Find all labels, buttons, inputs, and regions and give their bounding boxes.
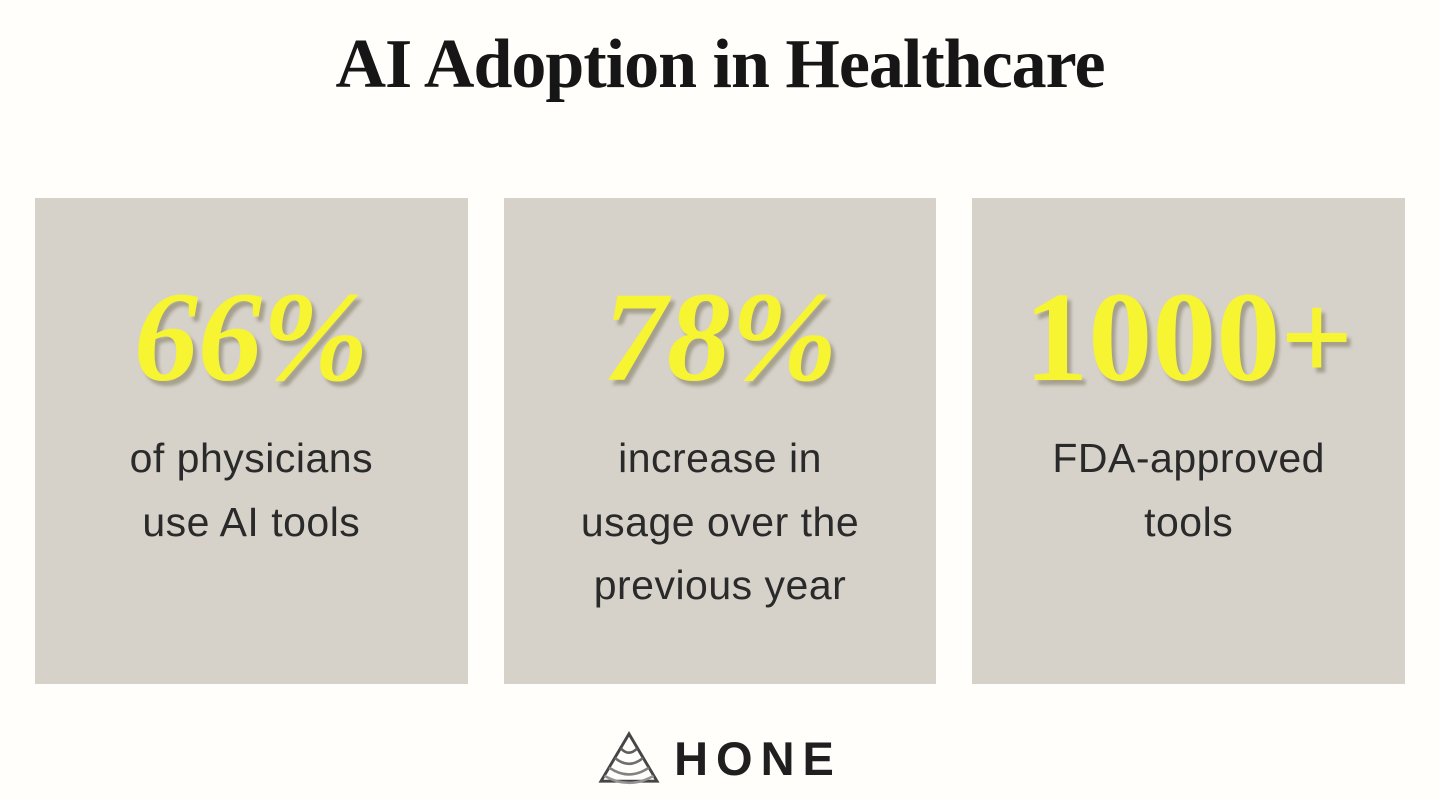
- brand-name: HONE: [674, 731, 842, 785]
- stat-label-line: use AI tools: [142, 498, 361, 545]
- page-title: AI Adoption in Healthcare: [335, 26, 1105, 103]
- infographic-page: AI Adoption in Healthcare 66% of physici…: [0, 26, 1440, 800]
- stat-card-physicians: 66% of physicians use AI tools: [35, 198, 468, 684]
- stat-value-66: 66%: [134, 266, 369, 408]
- stat-label-line: tools: [1144, 498, 1234, 545]
- stat-label-physicians: of physicians use AI tools: [130, 427, 374, 554]
- stat-card-fda-tools: 1000+ FDA-approved tools: [972, 198, 1406, 684]
- stat-value-78: 78%: [602, 266, 838, 408]
- stat-label-line: FDA-approved: [1052, 435, 1325, 481]
- stat-label-line: increase in: [618, 435, 822, 481]
- stat-label-line: of physicians: [129, 435, 374, 481]
- stat-cards-row: 66% of physicians use AI tools 78% incre…: [35, 198, 1406, 684]
- stat-label-line: previous year: [593, 562, 847, 609]
- stat-label-line: usage over the: [580, 498, 860, 545]
- layered-triangle-icon: [598, 731, 660, 785]
- stat-label-usage-increase: increase in usage over the previous year: [581, 427, 859, 618]
- stat-card-usage-increase: 78% increase in usage over the previous …: [503, 198, 937, 684]
- stat-label-fda-tools: FDA-approved tools: [1052, 427, 1325, 554]
- stat-value-1000plus: 1000+: [1024, 266, 1354, 408]
- brand-footer: HONE: [0, 730, 1440, 786]
